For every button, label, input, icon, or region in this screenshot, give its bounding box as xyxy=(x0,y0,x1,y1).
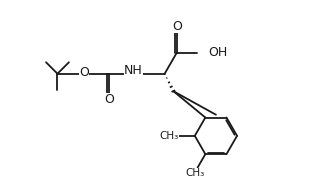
Text: OH: OH xyxy=(209,46,228,59)
Text: NH: NH xyxy=(124,64,143,77)
Text: CH₃: CH₃ xyxy=(186,168,205,178)
Text: O: O xyxy=(104,93,114,106)
Text: O: O xyxy=(79,66,89,79)
Text: O: O xyxy=(172,20,182,33)
Text: CH₃: CH₃ xyxy=(160,131,179,141)
